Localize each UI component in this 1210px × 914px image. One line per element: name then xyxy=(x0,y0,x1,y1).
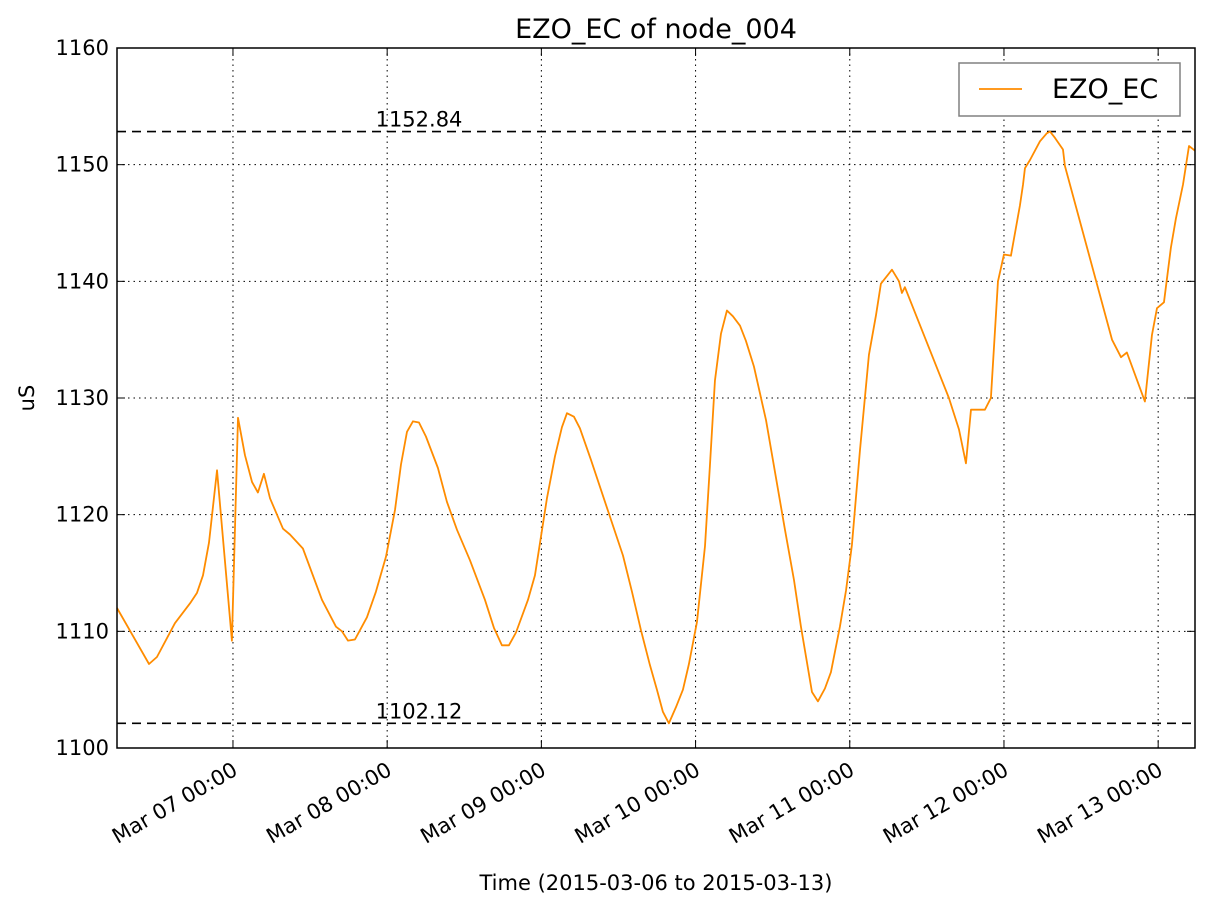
reference-label: 1102.12 xyxy=(376,699,463,723)
legend: EZO_EC xyxy=(958,62,1181,117)
legend-label: EZO_EC xyxy=(1052,74,1158,105)
plot-frame xyxy=(116,47,1196,749)
y-tick-label: 1120 xyxy=(56,503,109,527)
x-axis-label: Time (2015-03-06 to 2015-03-13) xyxy=(479,871,833,895)
y-tick-label: 1160 xyxy=(56,36,109,60)
chart-title: EZO_EC of node_004 xyxy=(515,14,797,45)
y-axis-label: uS xyxy=(15,385,39,412)
data-line xyxy=(116,130,1196,725)
y-tick-label: 1130 xyxy=(56,386,109,410)
y-tick-label: 1150 xyxy=(56,153,109,177)
y-tick-label: 1110 xyxy=(56,619,109,643)
y-tick-label: 1140 xyxy=(56,269,109,293)
reference-label: 1152.84 xyxy=(376,108,463,132)
y-tick-label: 1100 xyxy=(56,736,109,760)
